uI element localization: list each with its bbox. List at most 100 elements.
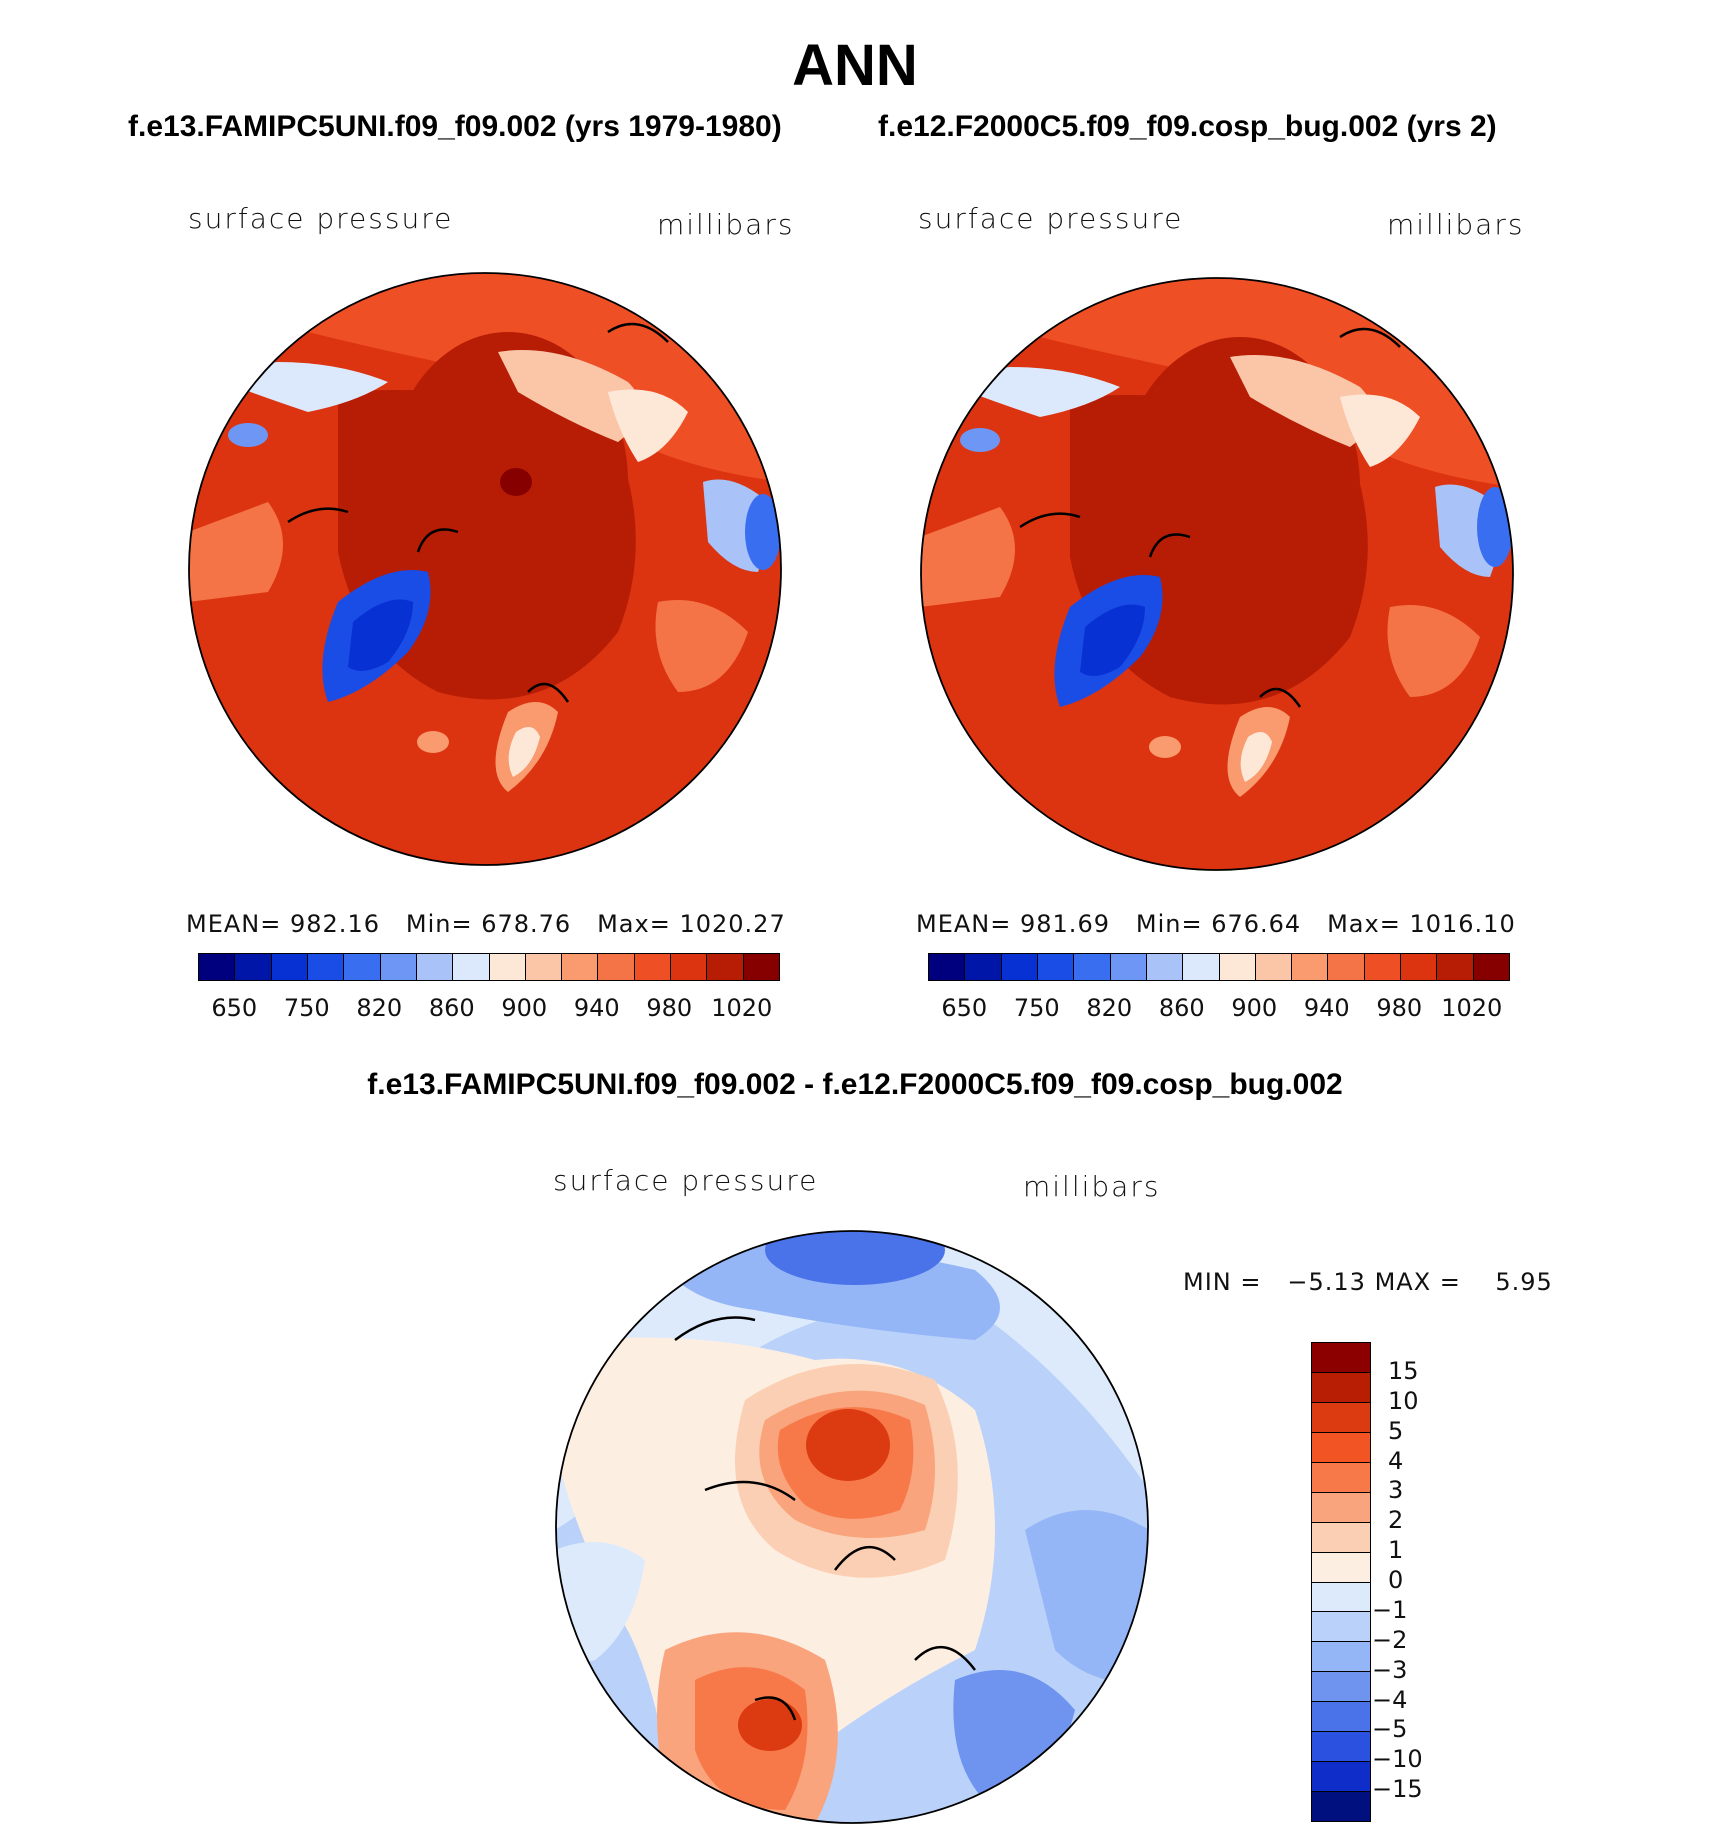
colorbar-tick-label: 650 xyxy=(941,994,988,1022)
right-colorbar-ticks: 650 750 820 860 900 940 980 1020 xyxy=(928,994,1508,1024)
colorbar-segment xyxy=(1312,1792,1370,1821)
colorbar-segment xyxy=(1312,1522,1370,1553)
colorbar-segment xyxy=(671,954,708,980)
colorbar-segment xyxy=(1312,1642,1370,1673)
colorbar-segment xyxy=(1312,1492,1370,1523)
colorbar-segment xyxy=(1312,1432,1370,1463)
colorbar-tick-label: 15 xyxy=(1388,1356,1419,1385)
colorbar-segment xyxy=(598,954,635,980)
left-min-label: Min= xyxy=(405,910,473,938)
colorbar-segment xyxy=(929,954,966,980)
colorbar-segment xyxy=(1074,954,1111,980)
left-min: 678.76 xyxy=(481,910,572,938)
colorbar-tick-label: −1 xyxy=(1372,1595,1408,1624)
colorbar-tick-label: 2 xyxy=(1388,1506,1404,1535)
colorbar-tick-label: 900 xyxy=(1231,994,1278,1022)
left-max-label: Max= xyxy=(597,910,671,938)
right-units: millibars xyxy=(1387,208,1525,241)
colorbar-segment xyxy=(1312,1762,1370,1793)
diff-colorbar xyxy=(1311,1342,1371,1822)
colorbar-tick-label: 1020 xyxy=(711,994,773,1022)
colorbar-segment xyxy=(1219,954,1256,980)
colorbar-tick-label: 940 xyxy=(573,994,620,1022)
colorbar-tick-label: −5 xyxy=(1372,1715,1408,1744)
colorbar-segment xyxy=(1312,1343,1370,1373)
colorbar-segment xyxy=(489,954,526,980)
colorbar-tick-label: 4 xyxy=(1388,1446,1404,1475)
colorbar-tick-label: 980 xyxy=(646,994,693,1022)
left-max: 1020.27 xyxy=(679,910,786,938)
diff-min-label: MIN = xyxy=(1183,1268,1262,1296)
colorbar-segment xyxy=(743,954,779,980)
colorbar-segment xyxy=(1312,1552,1370,1583)
colorbar-segment xyxy=(707,954,744,980)
colorbar-segment xyxy=(1146,954,1184,980)
colorbar-segment xyxy=(1037,954,1075,980)
diff-variable: surface pressure xyxy=(553,1164,819,1197)
diff-title: f.e13.FAMIPC5UNI.f09_f09.002 - f.e12.F20… xyxy=(367,1068,1343,1101)
colorbar-tick-label: −15 xyxy=(1372,1775,1423,1804)
right-stats: MEAN= 981.69 Min= 676.64 Max= 1016.10 xyxy=(916,910,1516,938)
left-colorbar xyxy=(198,953,780,981)
colorbar-tick-label: 1020 xyxy=(1441,994,1503,1022)
colorbar-segment xyxy=(235,954,272,980)
colorbar-segment xyxy=(1328,954,1365,980)
left-stats: MEAN= 982.16 Min= 678.76 Max= 1020.27 xyxy=(186,910,786,938)
colorbar-tick-label: 980 xyxy=(1376,994,1423,1022)
colorbar-segment xyxy=(1292,954,1329,980)
polar-map-right xyxy=(920,277,1514,871)
colorbar-segment xyxy=(307,954,345,980)
colorbar-segment xyxy=(1312,1672,1370,1703)
right-max-label: Max= xyxy=(1327,910,1401,938)
right-min: 676.64 xyxy=(1211,910,1302,938)
left-mean-label: MEAN= xyxy=(186,910,282,938)
right-mean: 981.69 xyxy=(1020,910,1110,938)
colorbar-segment xyxy=(271,954,308,980)
colorbar-tick-label: 820 xyxy=(1086,994,1133,1022)
colorbar-segment xyxy=(1183,954,1220,980)
colorbar-segment xyxy=(1364,954,1402,980)
colorbar-tick-label: 860 xyxy=(428,994,475,1022)
colorbar-segment xyxy=(1312,1402,1370,1433)
colorbar-segment xyxy=(1312,1732,1370,1763)
colorbar-segment xyxy=(380,954,417,980)
colorbar-tick-label: 3 xyxy=(1388,1476,1404,1505)
case-right-title: f.e12.F2000C5.f09_f09.cosp_bug.002 (yrs … xyxy=(878,110,1497,143)
right-variable: surface pressure xyxy=(918,202,1184,235)
right-max: 1016.10 xyxy=(1409,910,1516,938)
colorbar-segment xyxy=(416,954,454,980)
left-mean: 982.16 xyxy=(290,910,380,938)
colorbar-segment xyxy=(1312,1582,1370,1613)
colorbar-tick-label: 650 xyxy=(211,994,258,1022)
diff-max: 5.95 xyxy=(1495,1268,1553,1296)
case-left-title: f.e13.FAMIPC5UNI.f09_f09.002 (yrs 1979-1… xyxy=(128,110,782,143)
colorbar-segment xyxy=(1401,954,1438,980)
colorbar-segment xyxy=(562,954,599,980)
colorbar-tick-label: −3 xyxy=(1372,1655,1408,1684)
colorbar-tick-label: 10 xyxy=(1388,1386,1419,1415)
page-title: ANN xyxy=(792,33,918,98)
colorbar-segment xyxy=(634,954,672,980)
colorbar-segment xyxy=(1473,954,1509,980)
colorbar-tick-label: 940 xyxy=(1303,994,1350,1022)
diff-max-label: MAX = xyxy=(1374,1268,1461,1296)
colorbar-segment xyxy=(344,954,381,980)
colorbar-segment xyxy=(1312,1372,1370,1403)
polar-map-diff xyxy=(555,1230,1149,1824)
colorbar-segment xyxy=(1001,954,1038,980)
left-variable: surface pressure xyxy=(188,202,454,235)
colorbar-tick-label: −4 xyxy=(1372,1685,1408,1714)
diff-units: millibars xyxy=(1023,1170,1161,1203)
diff-stats: MIN = −5.13 MAX = 5.95 xyxy=(1183,1268,1553,1296)
colorbar-segment xyxy=(1255,954,1293,980)
colorbar-tick-label: 820 xyxy=(356,994,403,1022)
colorbar-tick-label: 750 xyxy=(1013,994,1060,1022)
colorbar-segment xyxy=(1312,1612,1370,1643)
colorbar-segment xyxy=(453,954,490,980)
colorbar-tick-label: 0 xyxy=(1388,1566,1404,1594)
diff-colorbar-ticks: 15 10 5 4 3 2 1 0 −1 −2 −3 −4 −5 −10 −15 xyxy=(1372,1342,1460,1820)
colorbar-tick-label: 1 xyxy=(1388,1536,1404,1565)
colorbar-tick-label: 5 xyxy=(1388,1416,1404,1445)
colorbar-segment xyxy=(1437,954,1474,980)
colorbar-segment xyxy=(1312,1702,1370,1733)
